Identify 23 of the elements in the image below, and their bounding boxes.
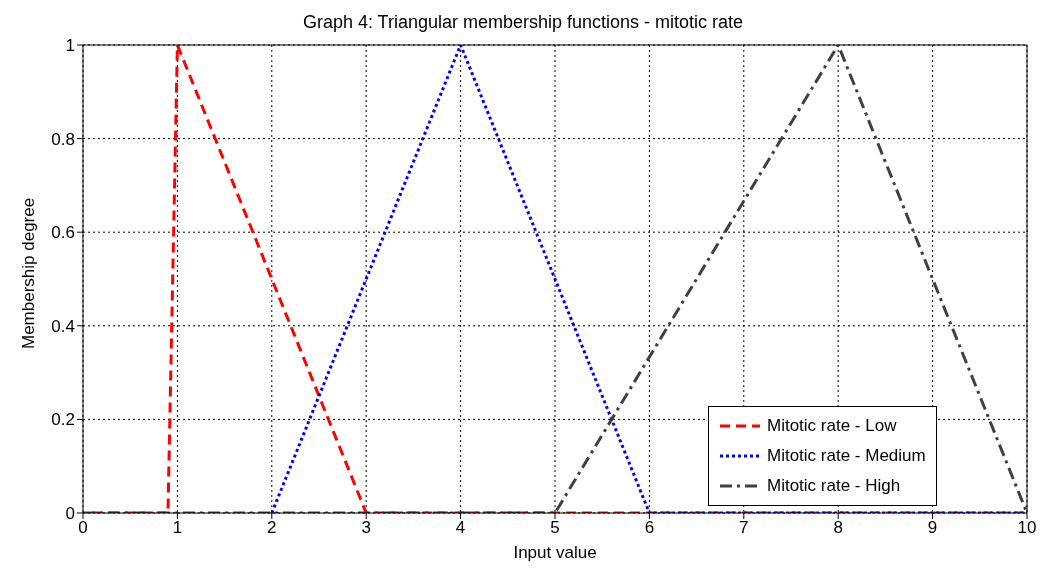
x-tick-label: 4 <box>455 518 466 538</box>
x-tick-label: 8 <box>833 518 843 538</box>
legend-label: Mitotic rate - High <box>767 476 901 496</box>
x-tick-label: 6 <box>644 518 655 538</box>
legend-label: Mitotic rate - Medium <box>767 446 926 466</box>
y-tick-label: 0.8 <box>51 129 75 149</box>
x-axis-title: Input value <box>513 543 597 562</box>
y-axis-title: Membership degree <box>19 197 39 349</box>
x-tick-label: 1 <box>172 518 183 538</box>
y-tick-label: 1 <box>65 36 75 56</box>
x-tick-label: 0 <box>78 518 88 538</box>
x-tick-label: 10 <box>1017 518 1037 538</box>
x-tick-label: 7 <box>739 518 749 538</box>
y-tick-label: 0.6 <box>51 223 75 243</box>
chart-title: Graph 4: Triangular membership functions - mitotic rate <box>301 12 745 33</box>
y-tick-label: 0.2 <box>51 410 75 430</box>
y-tick-label: 0 <box>65 504 75 524</box>
x-tick-label: 5 <box>550 518 560 538</box>
x-tick-label: 2 <box>267 518 277 538</box>
y-tick-label: 0.4 <box>51 316 75 336</box>
x-tick-label: 3 <box>361 518 371 538</box>
x-tick-label: 9 <box>927 518 938 538</box>
legend-label: Mitotic rate - Low <box>767 416 897 436</box>
